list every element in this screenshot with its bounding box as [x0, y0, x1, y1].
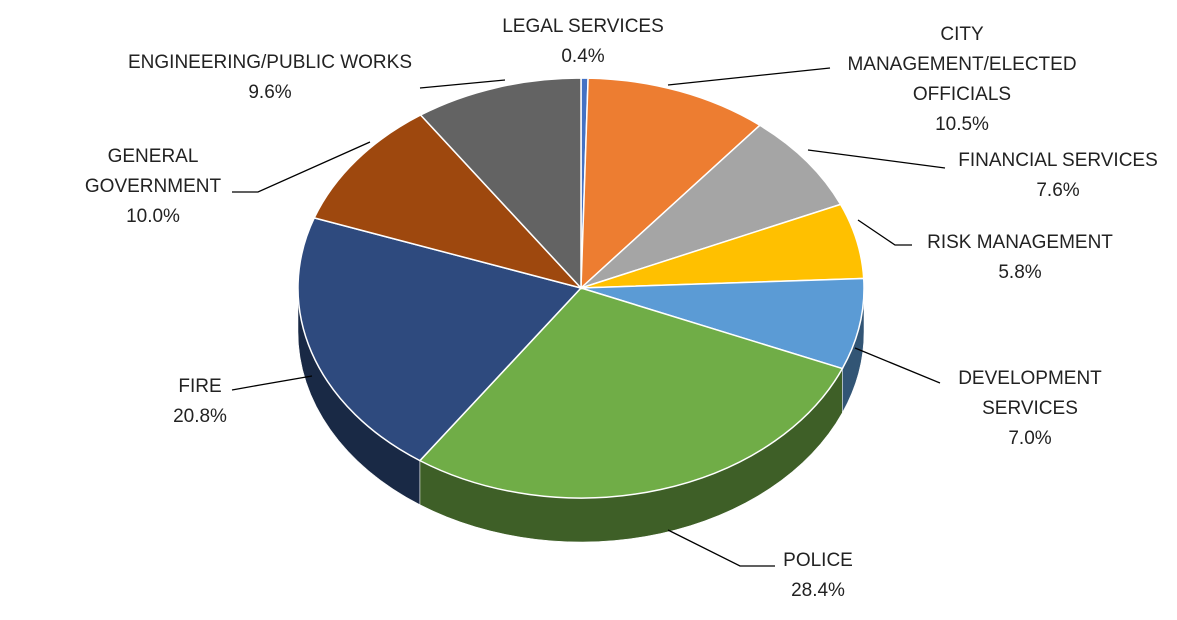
label-value: 7.0%	[1008, 428, 1052, 449]
label-name: LEGAL SERVICES	[502, 16, 664, 37]
slice	[313, 114, 584, 290]
data-label: RISK MANAGEMENT 5.8%	[890, 228, 1150, 288]
slice	[580, 77, 762, 290]
slice	[297, 216, 583, 462]
slice	[419, 77, 582, 290]
label-name: GENERAL GOVERNMENT	[84, 146, 222, 197]
label-name: CITY MANAGEMENT/ELECTED OFFICIALS	[847, 24, 1077, 105]
label-value: 10.0%	[126, 206, 180, 227]
slice	[418, 287, 844, 499]
label-value: 20.8%	[173, 406, 227, 427]
label-name: FIRE	[178, 376, 222, 397]
slice	[580, 124, 842, 289]
label-value: 7.6%	[1036, 180, 1080, 201]
leader-line	[807, 149, 946, 169]
data-label: DEVELOPMENT SERVICES 7.0%	[945, 364, 1115, 454]
label-name: RISK MANAGEMENT	[927, 232, 1113, 253]
leader-line	[419, 79, 506, 89]
label-value: 0.4%	[561, 46, 605, 67]
data-label: CITY MANAGEMENT/ELECTED OFFICIALS 10.5%	[832, 20, 1092, 140]
data-label: FIRE 20.8%	[150, 372, 250, 432]
label-value: 10.5%	[935, 114, 989, 135]
data-label: POLICE 28.4%	[718, 546, 918, 606]
leader-line	[667, 529, 775, 567]
label-name: DEVELOPMENT SERVICES	[958, 368, 1102, 419]
leader-line	[232, 141, 371, 193]
leader-line	[667, 67, 831, 86]
leader-line	[231, 375, 313, 391]
label-value: 28.4%	[791, 580, 845, 601]
data-label: ENGINEERING/PUBLIC WORKS 9.6%	[100, 48, 440, 108]
data-label: LEGAL SERVICES 0.4%	[433, 12, 733, 72]
leader-line	[857, 219, 912, 246]
label-name: FINANCIAL SERVICES	[958, 150, 1158, 171]
data-label: FINANCIAL SERVICES 7.6%	[928, 146, 1177, 206]
label-name: POLICE	[783, 550, 853, 571]
slice	[580, 277, 865, 370]
label-name: ENGINEERING/PUBLIC WORKS	[128, 52, 412, 73]
data-label: GENERAL GOVERNMENT 10.0%	[78, 142, 228, 232]
label-value: 5.8%	[998, 262, 1042, 283]
leader-line	[854, 347, 941, 384]
label-value: 9.6%	[248, 82, 292, 103]
